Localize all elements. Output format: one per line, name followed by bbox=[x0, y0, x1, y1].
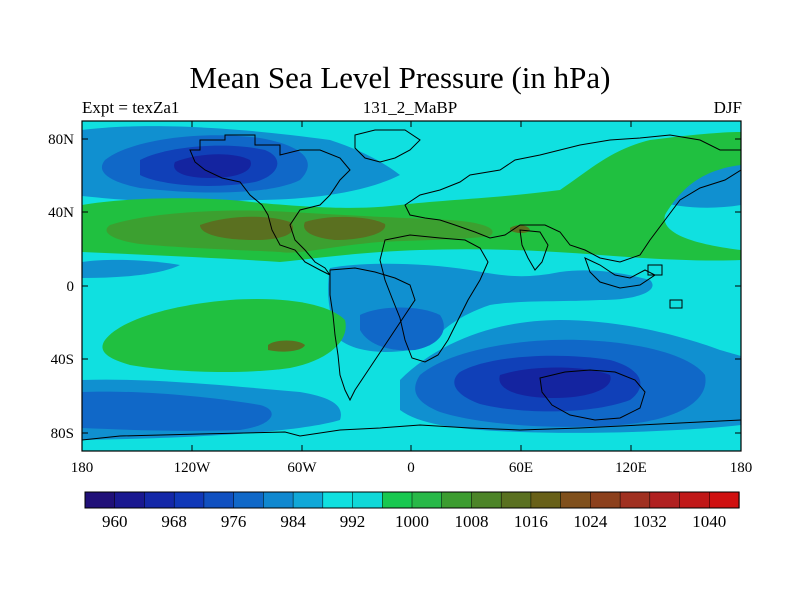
colorbar-cell bbox=[292, 491, 324, 509]
coastlines bbox=[82, 129, 741, 441]
coast-north-america bbox=[189, 134, 351, 276]
colorbar-cell bbox=[709, 491, 740, 509]
lat-tick-label: 0 bbox=[67, 279, 75, 295]
field-south-low-band-west bbox=[82, 391, 272, 431]
colorbar-cell bbox=[560, 491, 592, 509]
coast-eurasia bbox=[404, 134, 741, 263]
lon-tick-label: 180 bbox=[730, 460, 753, 476]
colorbar-cell bbox=[500, 491, 532, 509]
colorbar-cell bbox=[233, 491, 265, 509]
coast-australia bbox=[539, 369, 646, 421]
colorbar-cell bbox=[84, 491, 116, 509]
lon-tick-label: 0 bbox=[407, 460, 415, 476]
field-south-indian-low-deep bbox=[499, 367, 611, 398]
coast-antarctica bbox=[82, 419, 741, 441]
field-north-high-core-east bbox=[304, 216, 386, 240]
coast-greenland bbox=[354, 129, 421, 163]
colorbar-cell bbox=[263, 491, 294, 509]
lon-tick-label: 180 bbox=[71, 460, 94, 476]
colorbar-cell bbox=[173, 491, 205, 509]
run-label: 131_2_MaBP bbox=[362, 98, 458, 117]
field-north-pacific-low-deep bbox=[174, 154, 251, 178]
colorbar-label: 1040 bbox=[692, 512, 726, 531]
colorbar-label: 960 bbox=[102, 512, 128, 531]
colorbar-cell bbox=[322, 491, 354, 509]
colorbar-label: 968 bbox=[161, 512, 187, 531]
lon-tick-label: 60W bbox=[287, 460, 317, 476]
season-label: DJF bbox=[713, 98, 742, 117]
colorbar-label: 1032 bbox=[633, 512, 667, 531]
colorbar-label: 1008 bbox=[454, 512, 488, 531]
coast-pacific-islands bbox=[647, 264, 683, 309]
colorbar-cell bbox=[530, 491, 562, 509]
tick-marks bbox=[82, 121, 741, 451]
colorbar-cell bbox=[144, 491, 175, 509]
colorbar-frame bbox=[84, 491, 740, 509]
colorbar-cell bbox=[619, 491, 651, 509]
lat-tick-label: 80S bbox=[51, 426, 74, 442]
coast-india bbox=[519, 229, 549, 271]
lat-tick-label: 80N bbox=[48, 132, 74, 148]
colorbar-label: 1000 bbox=[395, 512, 429, 531]
colorbar-cell bbox=[590, 491, 621, 509]
colorbar-cell bbox=[203, 491, 235, 509]
colorbar-labels: 960 968 976 984 992 1000 1008 1016 1024 1032 1040 bbox=[102, 512, 726, 531]
lat-tick-label: 40S bbox=[51, 352, 74, 368]
field-africa-low bbox=[360, 307, 444, 351]
colorbar-label: 1016 bbox=[514, 512, 548, 531]
colorbar bbox=[84, 491, 740, 509]
colorbar-label: 984 bbox=[280, 512, 306, 531]
colorbar-cell bbox=[471, 491, 502, 509]
lat-tick-label: 40N bbox=[48, 205, 74, 221]
coast-south-america bbox=[329, 267, 416, 402]
colorbar-label: 976 bbox=[221, 512, 247, 531]
colorbar-cell bbox=[411, 491, 443, 509]
experiment-label: Expt = texZa1 bbox=[82, 98, 180, 117]
lon-tick-label: 120E bbox=[615, 460, 647, 476]
field-north-high-ridge bbox=[106, 210, 493, 253]
pressure-field bbox=[82, 121, 741, 451]
colorbar-cell bbox=[352, 491, 383, 509]
field-south-pacific-high-core bbox=[268, 340, 305, 352]
coast-africa bbox=[379, 234, 489, 363]
lon-tick-label: 120W bbox=[174, 460, 212, 476]
colorbar-cell bbox=[679, 491, 710, 509]
colorbar-label: 1024 bbox=[573, 512, 608, 531]
colorbar-cell bbox=[441, 491, 473, 509]
field-equatorial-trough-west bbox=[82, 259, 180, 278]
lon-tick-label: 60E bbox=[509, 460, 533, 476]
colorbar-cell bbox=[114, 491, 146, 509]
chart-title: Mean Sea Level Pressure (in hPa) bbox=[189, 60, 611, 95]
colorbar-cell bbox=[649, 491, 681, 509]
field-south-pacific-high bbox=[102, 299, 346, 372]
field-north-high-spot bbox=[510, 225, 530, 233]
colorbar-label: 992 bbox=[340, 512, 366, 531]
colorbar-cell bbox=[382, 491, 413, 509]
